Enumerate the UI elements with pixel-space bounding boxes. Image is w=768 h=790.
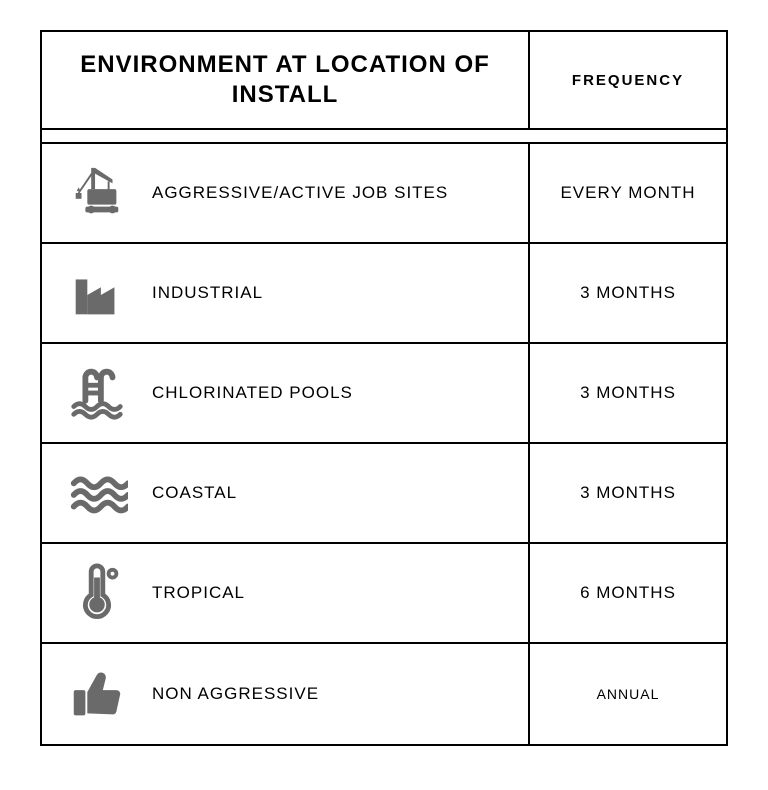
thermometer-icon [42,544,152,642]
header-gap [42,130,726,144]
frequency-value: 3 MONTHS [530,444,726,542]
environment-label: INDUSTRIAL [152,244,530,342]
waves-icon [42,444,152,542]
header-environment: ENVIRONMENT AT LOCATION OF INSTALL [42,32,530,130]
environment-label: NON AGGRESSIVE [152,644,530,744]
header-frequency: FREQUENCY [530,32,726,130]
table-row: INDUSTRIAL 3 MONTHS [42,244,726,344]
environment-label: AGGRESSIVE/ACTIVE JOB SITES [152,144,530,242]
table-row: CHLORINATED POOLS 3 MONTHS [42,344,726,444]
environment-label: CHLORINATED POOLS [152,344,530,442]
frequency-value: ANNUAL [530,644,726,744]
frequency-value: EVERY MONTH [530,144,726,242]
environment-label: COASTAL [152,444,530,542]
table-header-row: ENVIRONMENT AT LOCATION OF INSTALL FREQU… [42,32,726,130]
table-row: TROPICAL 6 MONTHS [42,544,726,644]
frequency-value: 3 MONTHS [530,244,726,342]
table-row: NON AGGRESSIVE ANNUAL [42,644,726,744]
table-row: AGGRESSIVE/ACTIVE JOB SITES EVERY MONTH [42,144,726,244]
environment-label: TROPICAL [152,544,530,642]
table-row: COASTAL 3 MONTHS [42,444,726,544]
factory-icon [42,244,152,342]
pool-icon [42,344,152,442]
frequency-value: 6 MONTHS [530,544,726,642]
environment-frequency-table: ENVIRONMENT AT LOCATION OF INSTALL FREQU… [40,30,728,746]
crane-icon [42,144,152,242]
frequency-value: 3 MONTHS [530,344,726,442]
thumbs-up-icon [42,644,152,744]
